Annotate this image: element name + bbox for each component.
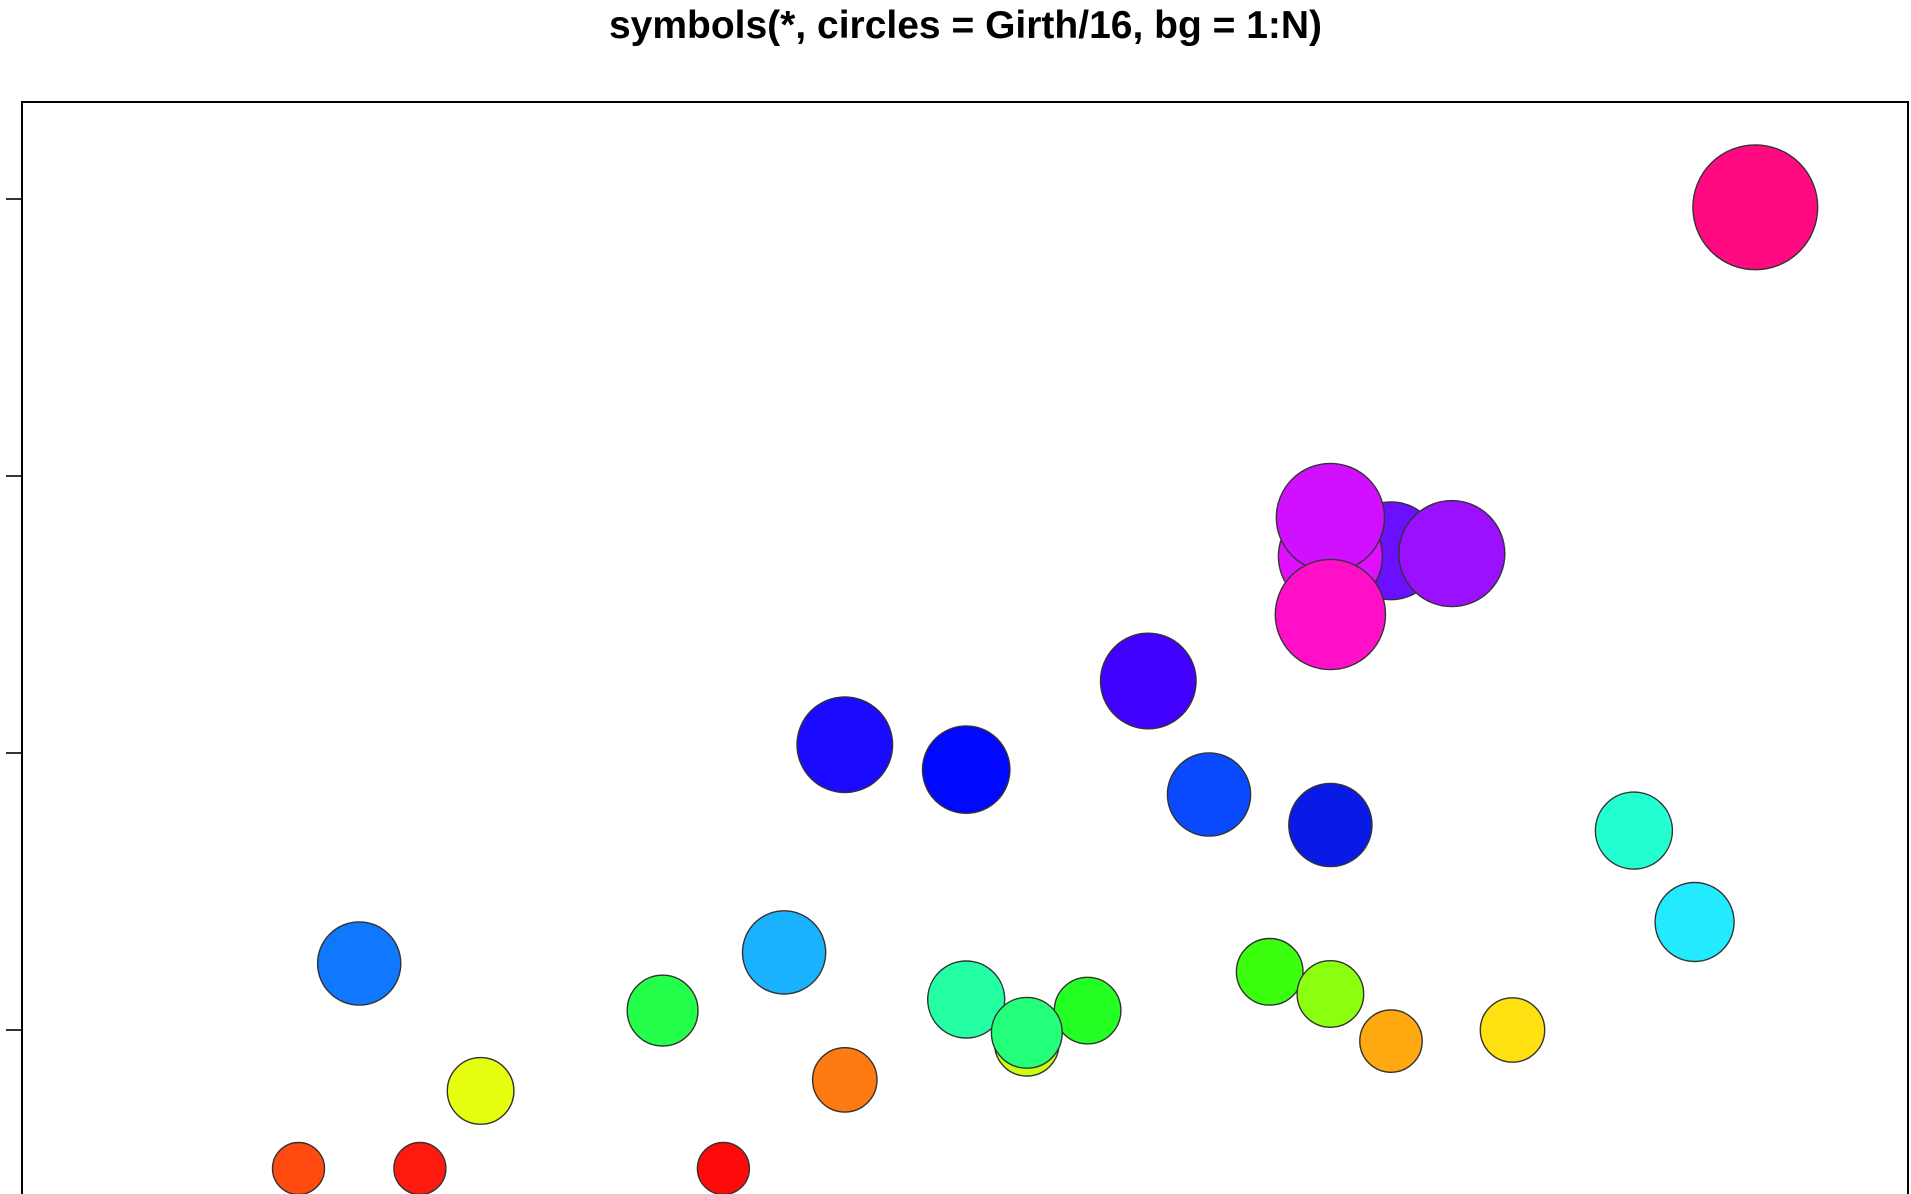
data-circle-26 bbox=[1479, 997, 1546, 1063]
data-circle-18 bbox=[1296, 960, 1365, 1029]
data-circle-20 bbox=[1359, 1009, 1423, 1073]
plot-frame bbox=[21, 101, 1909, 1194]
data-circle-8 bbox=[811, 1047, 878, 1113]
data-circle-29 bbox=[1692, 144, 1819, 271]
data-circle-12 bbox=[927, 960, 1006, 1039]
data-circle-28 bbox=[1654, 881, 1735, 963]
data-circle-25 bbox=[1274, 558, 1387, 671]
chart-title: symbols(*, circles = Girth/16, bg = 1:N) bbox=[608, 4, 1323, 47]
y-axis-ticks bbox=[6, 198, 22, 1031]
data-circle-15 bbox=[1099, 632, 1197, 730]
data-circle-7 bbox=[741, 910, 827, 995]
data-circle-10 bbox=[921, 725, 1011, 814]
data-circle-5 bbox=[316, 921, 402, 1006]
data-circle-6 bbox=[626, 974, 699, 1047]
data-circle-16 bbox=[1166, 752, 1252, 837]
data-circle-17 bbox=[1235, 937, 1304, 1006]
data-circle-4 bbox=[446, 1056, 515, 1125]
data-circle-13 bbox=[1053, 976, 1122, 1045]
data-circle-2 bbox=[393, 1141, 447, 1194]
data-points bbox=[271, 144, 1819, 1194]
data-circle-24 bbox=[1398, 499, 1506, 608]
data-circle-23 bbox=[1275, 462, 1386, 573]
data-circle-27 bbox=[1594, 791, 1674, 870]
data-circle-9 bbox=[796, 696, 894, 794]
data-circle-3 bbox=[696, 1141, 751, 1194]
data-circle-14 bbox=[990, 996, 1063, 1069]
data-circle-19 bbox=[1288, 782, 1373, 868]
data-circle-1 bbox=[271, 1141, 326, 1194]
